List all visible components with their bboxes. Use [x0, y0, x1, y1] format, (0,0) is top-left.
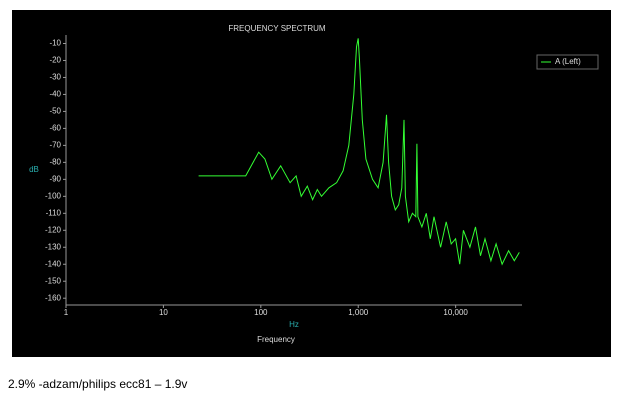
y-tick-label: -160 [45, 293, 62, 302]
caption: 2.9% -adzam/philips ecc81 – 1.9v [8, 377, 188, 391]
y-tick-label: -70 [49, 140, 61, 149]
y-tick-label: -20 [49, 56, 61, 65]
x-tick-label: 100 [254, 308, 268, 317]
x-axis-label: Hz [289, 320, 299, 329]
y-tick-label: -100 [45, 191, 62, 200]
y-tick-label: -40 [49, 90, 61, 99]
y-tick-label: -50 [49, 107, 61, 116]
y-tick-label: -150 [45, 276, 62, 285]
legend-box [536, 54, 599, 70]
legend-label: A (Left) [555, 57, 581, 66]
y-tick-label: -130 [45, 242, 62, 251]
y-tick-label: -140 [45, 259, 62, 268]
y-tick-label: -10 [49, 39, 61, 48]
y-tick-label: -110 [46, 208, 62, 217]
y-tick-label: -80 [49, 157, 61, 166]
x-tick-label: 1,000 [348, 308, 369, 317]
x-tick-label: 10,000 [443, 308, 468, 317]
y-tick-label: -30 [49, 73, 61, 82]
y-tick-label: -60 [49, 124, 61, 133]
chart-title: FREQUENCY SPECTRUM [228, 24, 326, 33]
y-axis-label: dB [29, 165, 39, 174]
chart-background [12, 10, 611, 357]
x-tick-label: 10 [159, 308, 168, 317]
x-tick-label: 1 [64, 308, 69, 317]
series-line [198, 38, 520, 266]
y-tick-label: -90 [49, 174, 61, 183]
x-axis-title: Frequency [257, 335, 295, 344]
y-tick-label: -120 [45, 225, 62, 234]
chart: FREQUENCY SPECTRUM dB Hz Frequency -10 -2… [12, 10, 611, 357]
